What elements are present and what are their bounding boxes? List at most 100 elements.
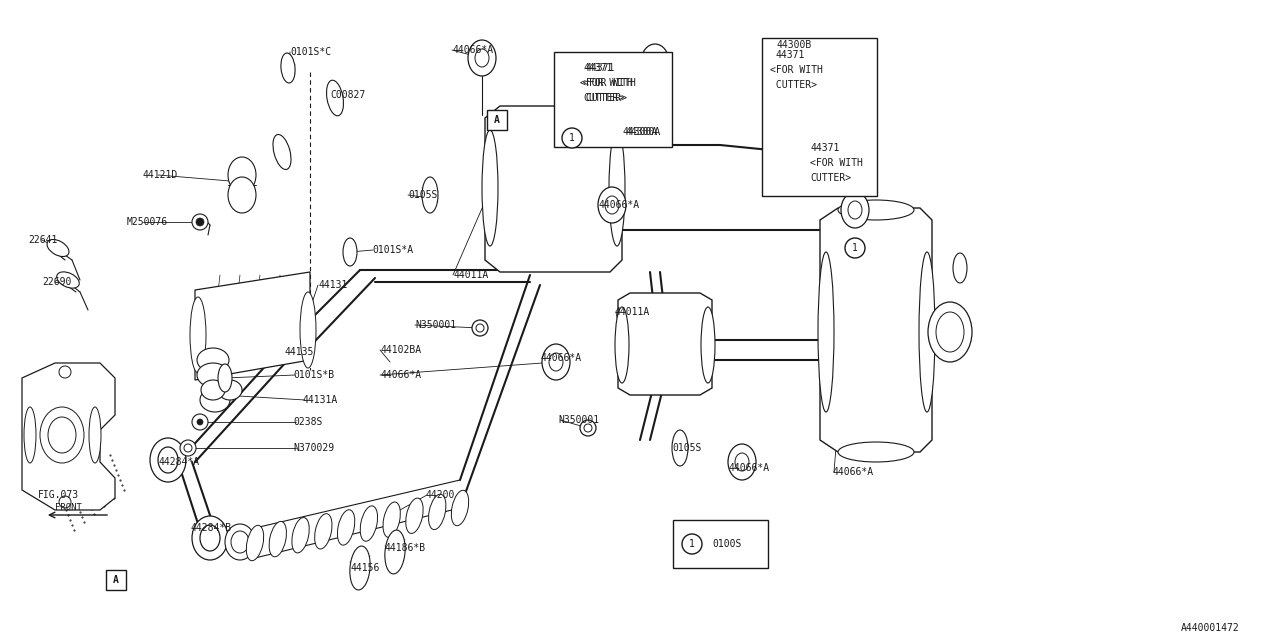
Ellipse shape: [201, 380, 225, 400]
Ellipse shape: [197, 419, 204, 425]
Text: CUTTER>: CUTTER>: [582, 93, 625, 103]
Ellipse shape: [672, 430, 689, 466]
Ellipse shape: [200, 525, 220, 551]
Text: N350001: N350001: [558, 415, 599, 425]
Text: 44284*A: 44284*A: [157, 457, 200, 467]
Ellipse shape: [300, 292, 316, 368]
Text: 44066*A: 44066*A: [452, 45, 493, 55]
Ellipse shape: [197, 348, 229, 372]
Text: FRONT: FRONT: [55, 504, 82, 513]
Bar: [106, 570, 125, 590]
Text: <FOR WITH: <FOR WITH: [582, 78, 636, 88]
Circle shape: [472, 320, 488, 336]
Text: 1: 1: [570, 133, 575, 143]
Ellipse shape: [648, 53, 662, 71]
Text: CUTTER>: CUTTER>: [810, 173, 851, 183]
Text: CUTTER>: CUTTER>: [580, 93, 627, 103]
Text: 1: 1: [689, 539, 695, 549]
Ellipse shape: [701, 307, 716, 383]
Text: 44371: 44371: [810, 143, 840, 153]
Text: 0101S*A: 0101S*A: [372, 245, 413, 255]
Circle shape: [59, 496, 70, 508]
Text: 44131: 44131: [317, 280, 347, 290]
Text: 0101S*B: 0101S*B: [293, 370, 334, 380]
Ellipse shape: [452, 490, 468, 525]
Ellipse shape: [928, 302, 972, 362]
Ellipse shape: [641, 44, 669, 80]
Text: A: A: [113, 575, 119, 585]
Ellipse shape: [954, 253, 966, 283]
Text: <FOR WITH: <FOR WITH: [810, 158, 863, 168]
Ellipse shape: [349, 546, 370, 590]
Text: 44300A: 44300A: [625, 127, 660, 137]
Circle shape: [562, 128, 582, 148]
Ellipse shape: [838, 442, 914, 462]
Ellipse shape: [189, 297, 206, 373]
Ellipse shape: [614, 307, 628, 383]
Text: A440001472: A440001472: [1181, 623, 1240, 633]
Ellipse shape: [475, 49, 489, 67]
Ellipse shape: [200, 388, 230, 412]
Polygon shape: [22, 363, 115, 510]
Ellipse shape: [192, 516, 228, 560]
Circle shape: [476, 324, 484, 332]
Ellipse shape: [269, 522, 287, 557]
Ellipse shape: [735, 453, 749, 471]
Text: 44371: 44371: [774, 50, 804, 60]
Text: 44066*A: 44066*A: [728, 463, 769, 473]
Ellipse shape: [315, 514, 332, 549]
Text: N370029: N370029: [293, 443, 334, 453]
Ellipse shape: [360, 506, 378, 541]
Ellipse shape: [228, 157, 256, 193]
Text: <FOR WITH: <FOR WITH: [771, 65, 823, 75]
Ellipse shape: [180, 440, 196, 456]
Ellipse shape: [468, 40, 497, 76]
Ellipse shape: [919, 252, 934, 412]
Text: 44066*A: 44066*A: [832, 467, 873, 477]
Text: 44186*B: 44186*B: [384, 543, 425, 553]
Ellipse shape: [24, 407, 36, 463]
Polygon shape: [820, 208, 932, 452]
Ellipse shape: [385, 530, 406, 574]
Text: 1: 1: [852, 243, 858, 253]
Ellipse shape: [422, 177, 438, 213]
Ellipse shape: [225, 524, 255, 560]
Text: <FOR WITH: <FOR WITH: [580, 78, 632, 88]
Ellipse shape: [728, 444, 756, 480]
Circle shape: [584, 424, 593, 432]
Text: N350001: N350001: [415, 320, 456, 330]
Text: 44131A: 44131A: [302, 395, 337, 405]
Text: 44011A: 44011A: [453, 270, 488, 280]
Ellipse shape: [541, 344, 570, 380]
Text: 44102BA: 44102BA: [380, 345, 421, 355]
Ellipse shape: [49, 417, 76, 453]
Ellipse shape: [218, 380, 242, 400]
Text: 44066*A: 44066*A: [598, 200, 639, 210]
Text: 44284*B: 44284*B: [189, 523, 232, 533]
Text: 44066*A: 44066*A: [380, 370, 421, 380]
Text: 44300A: 44300A: [622, 127, 657, 137]
Ellipse shape: [157, 447, 178, 473]
Polygon shape: [195, 272, 310, 380]
Ellipse shape: [429, 494, 445, 529]
Ellipse shape: [56, 272, 79, 288]
Text: 22690: 22690: [42, 277, 72, 287]
Text: 0101S*C: 0101S*C: [291, 47, 332, 57]
Bar: [486, 110, 507, 130]
Text: 44156: 44156: [349, 563, 379, 573]
Text: 22641: 22641: [28, 235, 58, 245]
Text: 44200: 44200: [425, 490, 454, 500]
Ellipse shape: [40, 407, 84, 463]
Ellipse shape: [406, 498, 424, 534]
Text: 44066*A: 44066*A: [540, 353, 581, 363]
Ellipse shape: [47, 239, 69, 257]
Ellipse shape: [218, 364, 232, 392]
Ellipse shape: [292, 518, 310, 553]
Ellipse shape: [609, 130, 625, 246]
Ellipse shape: [280, 53, 296, 83]
Circle shape: [845, 238, 865, 258]
Ellipse shape: [192, 414, 209, 430]
Ellipse shape: [338, 509, 355, 545]
Ellipse shape: [343, 238, 357, 266]
Text: FIG.073: FIG.073: [38, 490, 79, 500]
